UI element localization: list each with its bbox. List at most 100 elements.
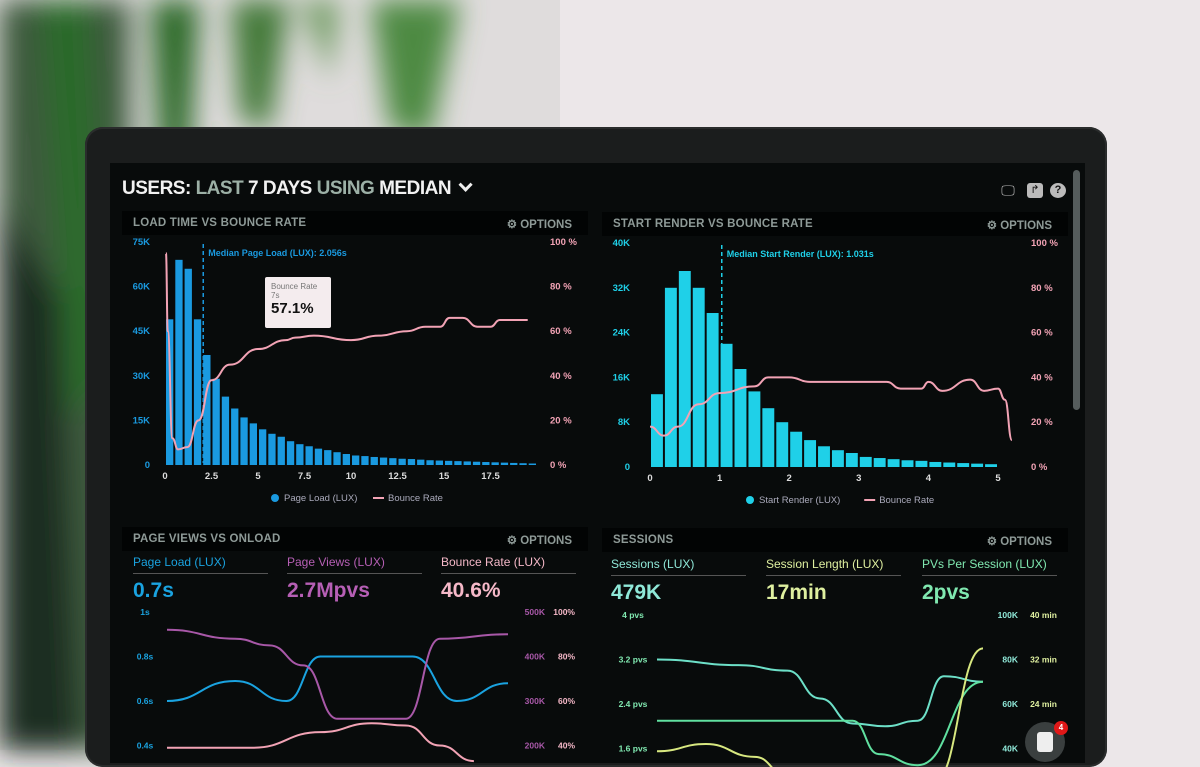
- histogram-bar: [324, 450, 332, 465]
- y-tick-label: 40K: [613, 238, 631, 249]
- metric-label: Sessions (LUX): [611, 557, 746, 576]
- panel-title: LOAD TIME VS BOUNCE RATE: [133, 217, 307, 229]
- y-tick-label: 60K: [133, 282, 151, 293]
- metric-label: Page Load (LUX): [133, 555, 268, 574]
- tooltip-sub: 7s: [271, 291, 280, 300]
- title-median: MEDIAN: [379, 178, 452, 199]
- histogram-bar: [818, 446, 830, 467]
- y-tick-label: 16K: [613, 372, 631, 383]
- x-tick-label: 5: [255, 471, 261, 482]
- histogram-bar: [887, 459, 900, 467]
- series-line: [166, 628, 509, 720]
- histogram-bar: [500, 462, 509, 465]
- y2-tick-label: 200K: [525, 741, 546, 751]
- title-range: 7 DAYS: [247, 178, 312, 199]
- y3-tick-label: 100%: [553, 607, 575, 617]
- help-icon[interactable]: ?: [1050, 183, 1066, 198]
- options-button[interactable]: ⚙ OPTIONS: [986, 536, 1052, 548]
- panel-load-time-header: LOAD TIME VS BOUNCE RATE ⚙ OPTIONS: [122, 211, 588, 235]
- y2-tick-label: 400K: [525, 652, 546, 662]
- histogram-bar: [734, 369, 747, 467]
- histogram-bar: [212, 378, 220, 465]
- metric-label: Bounce Rate (LUX): [441, 555, 576, 574]
- histogram-bar: [221, 396, 230, 465]
- tooltip: Bounce Rate 7s 57.1%: [265, 277, 331, 328]
- histogram-bar: [259, 429, 267, 465]
- histogram-bar: [901, 460, 914, 467]
- chat-icon: [1037, 732, 1053, 752]
- panel-page-views-header: PAGE VIEWS VS ONLOAD ⚙ OPTIONS: [122, 527, 588, 551]
- panel-title: START RENDER VS BOUNCE RATE: [613, 218, 813, 230]
- histogram-bar: [314, 448, 323, 465]
- panel-title: SESSIONS: [613, 534, 674, 546]
- histogram-bar: [389, 458, 397, 465]
- options-button[interactable]: ⚙ OPTIONS: [506, 219, 572, 231]
- histogram-bar: [370, 456, 378, 465]
- y-tick-label: 0: [145, 460, 150, 471]
- legend-label: Start Render (LUX): [759, 495, 840, 506]
- histogram-bar: [379, 457, 388, 465]
- charts-layer: Median Page Load (LUX): 2.056s 0 15K 30K 45K…: [133, 237, 1058, 767]
- y2-tick-label: 300K: [525, 696, 546, 706]
- options-button[interactable]: ⚙ OPTIONS: [506, 535, 572, 547]
- y2-tick-label: 60 %: [1031, 328, 1053, 339]
- monitor-icon[interactable]: 🖵: [1001, 182, 1015, 198]
- options-button[interactable]: ⚙ OPTIONS: [986, 220, 1052, 232]
- histogram-bar: [762, 408, 775, 467]
- histogram-bar: [184, 268, 192, 465]
- y2-tick-label: 100K: [998, 610, 1019, 620]
- series-line: [656, 658, 984, 728]
- title-using: USING: [316, 178, 375, 199]
- histogram-bar: [268, 433, 276, 465]
- histogram-bar: [472, 461, 481, 465]
- y2-tick-label: 60K: [1002, 699, 1018, 709]
- y-tick-label: 30K: [133, 371, 151, 382]
- series-line: [167, 722, 474, 763]
- x-tick-label: 12.5: [388, 471, 407, 482]
- x-tick-label: 3: [856, 473, 861, 484]
- options-label: OPTIONS: [520, 219, 572, 231]
- scrollbar[interactable]: [1073, 170, 1080, 410]
- histogram-bar: [231, 408, 239, 465]
- y2-tick-label: 80 %: [550, 282, 572, 293]
- y-tick-label: 0.4s: [137, 741, 154, 751]
- median-annotation: Median Page Load (LUX): 2.056s: [208, 248, 347, 258]
- histogram-bar: [203, 354, 211, 465]
- metric-value: 40.6%: [441, 579, 501, 602]
- histogram-bar: [873, 458, 886, 467]
- y2-tick-label: 0 %: [1031, 462, 1048, 473]
- share-icon[interactable]: ↱: [1027, 183, 1043, 198]
- legend-dot: [746, 496, 754, 504]
- histogram-bar: [678, 271, 691, 467]
- histogram-bar: [417, 459, 425, 465]
- y-tick-label: 1s: [140, 607, 150, 617]
- metric-value: 0.7s: [133, 579, 174, 602]
- histogram-bar: [748, 391, 761, 467]
- histogram-bar: [454, 461, 462, 465]
- title-last: LAST: [195, 178, 244, 199]
- y2-tick-label: 100 %: [1031, 238, 1058, 249]
- tooltip-title: Bounce Rate: [271, 282, 318, 291]
- histogram-bar: [333, 452, 341, 465]
- histogram-bar: [407, 459, 416, 465]
- histogram-bar: [240, 417, 248, 465]
- histogram-bar: [286, 441, 295, 465]
- histogram-bar: [776, 422, 789, 467]
- panel-start-render-header: START RENDER VS BOUNCE RATE ⚙ OPTIONS: [602, 212, 1068, 236]
- legend-label: Bounce Rate: [879, 495, 934, 506]
- y3-tick-label: 60%: [558, 696, 575, 706]
- y2-tick-label: 20 %: [1031, 417, 1053, 428]
- page-title[interactable]: USERS: LAST 7 DAYS USING MEDIAN: [122, 177, 473, 200]
- x-tick-label: 0: [162, 471, 167, 482]
- y-tick-label: 3.2 pvs: [619, 655, 648, 665]
- histogram-bar: [277, 436, 285, 465]
- metric-value: 479K: [611, 581, 662, 604]
- histogram-bar: [445, 460, 453, 465]
- y2-tick-label: 40 %: [1031, 372, 1053, 383]
- x-tick-label: 7.5: [298, 471, 312, 482]
- legend-label: Page Load (LUX): [284, 493, 357, 504]
- histogram-bar: [305, 446, 313, 465]
- tooltip-value: 57.1%: [271, 300, 314, 317]
- panel-title: PAGE VIEWS VS ONLOAD: [133, 533, 281, 545]
- panel-sessions-header: SESSIONS ⚙ OPTIONS: [602, 528, 1068, 552]
